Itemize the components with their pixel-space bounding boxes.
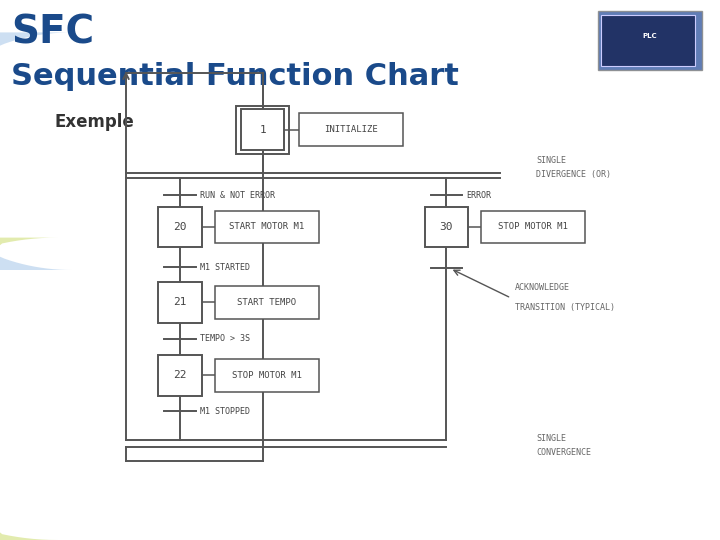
Text: STOP MOTOR M1: STOP MOTOR M1 [498, 222, 568, 231]
Bar [215, 286, 319, 319]
Text: START MOTOR M1: START MOTOR M1 [229, 222, 305, 231]
Text: SINGLE
DIVERGENCE (OR): SINGLE DIVERGENCE (OR) [536, 156, 611, 179]
Bar [215, 211, 319, 243]
Text: ERROR: ERROR [467, 191, 492, 200]
Bar [481, 211, 585, 243]
Text: 22: 22 [174, 370, 186, 380]
Bar [236, 106, 289, 153]
Text: M1 STOPPED: M1 STOPPED [200, 407, 250, 416]
Bar [241, 109, 284, 150]
Text: TRANSITION (TYPICAL): TRANSITION (TYPICAL) [515, 303, 615, 313]
Bar [425, 206, 468, 247]
Text: 30: 30 [440, 222, 453, 232]
Polygon shape [0, 32, 72, 270]
Bar [158, 282, 202, 322]
Text: Sequential Function Chart: Sequential Function Chart [11, 62, 459, 91]
Bar [158, 206, 202, 247]
Bar [601, 15, 695, 66]
Text: 21: 21 [174, 298, 186, 307]
Text: SINGLE
CONVERGENCE: SINGLE CONVERGENCE [536, 434, 591, 457]
Polygon shape [0, 238, 58, 540]
Text: PLC: PLC [642, 33, 657, 39]
Text: RUN & NOT ERROR: RUN & NOT ERROR [200, 191, 275, 200]
Text: STOP MOTOR M1: STOP MOTOR M1 [232, 371, 302, 380]
Text: ACKNOWLEDGE: ACKNOWLEDGE [515, 282, 570, 292]
Text: 1: 1 [259, 125, 266, 134]
Text: INITIALIZE: INITIALIZE [324, 125, 378, 134]
Text: M1 STARTED: M1 STARTED [200, 263, 250, 272]
Bar [158, 355, 202, 395]
Text: START TEMPO: START TEMPO [237, 298, 297, 307]
Bar [598, 11, 702, 70]
Text: TEMPO > 3S: TEMPO > 3S [200, 334, 250, 343]
Text: SFC: SFC [11, 14, 94, 51]
Bar [299, 113, 403, 146]
Text: 20: 20 [174, 222, 186, 232]
Text: Exemple: Exemple [54, 113, 134, 131]
Bar [215, 359, 319, 392]
